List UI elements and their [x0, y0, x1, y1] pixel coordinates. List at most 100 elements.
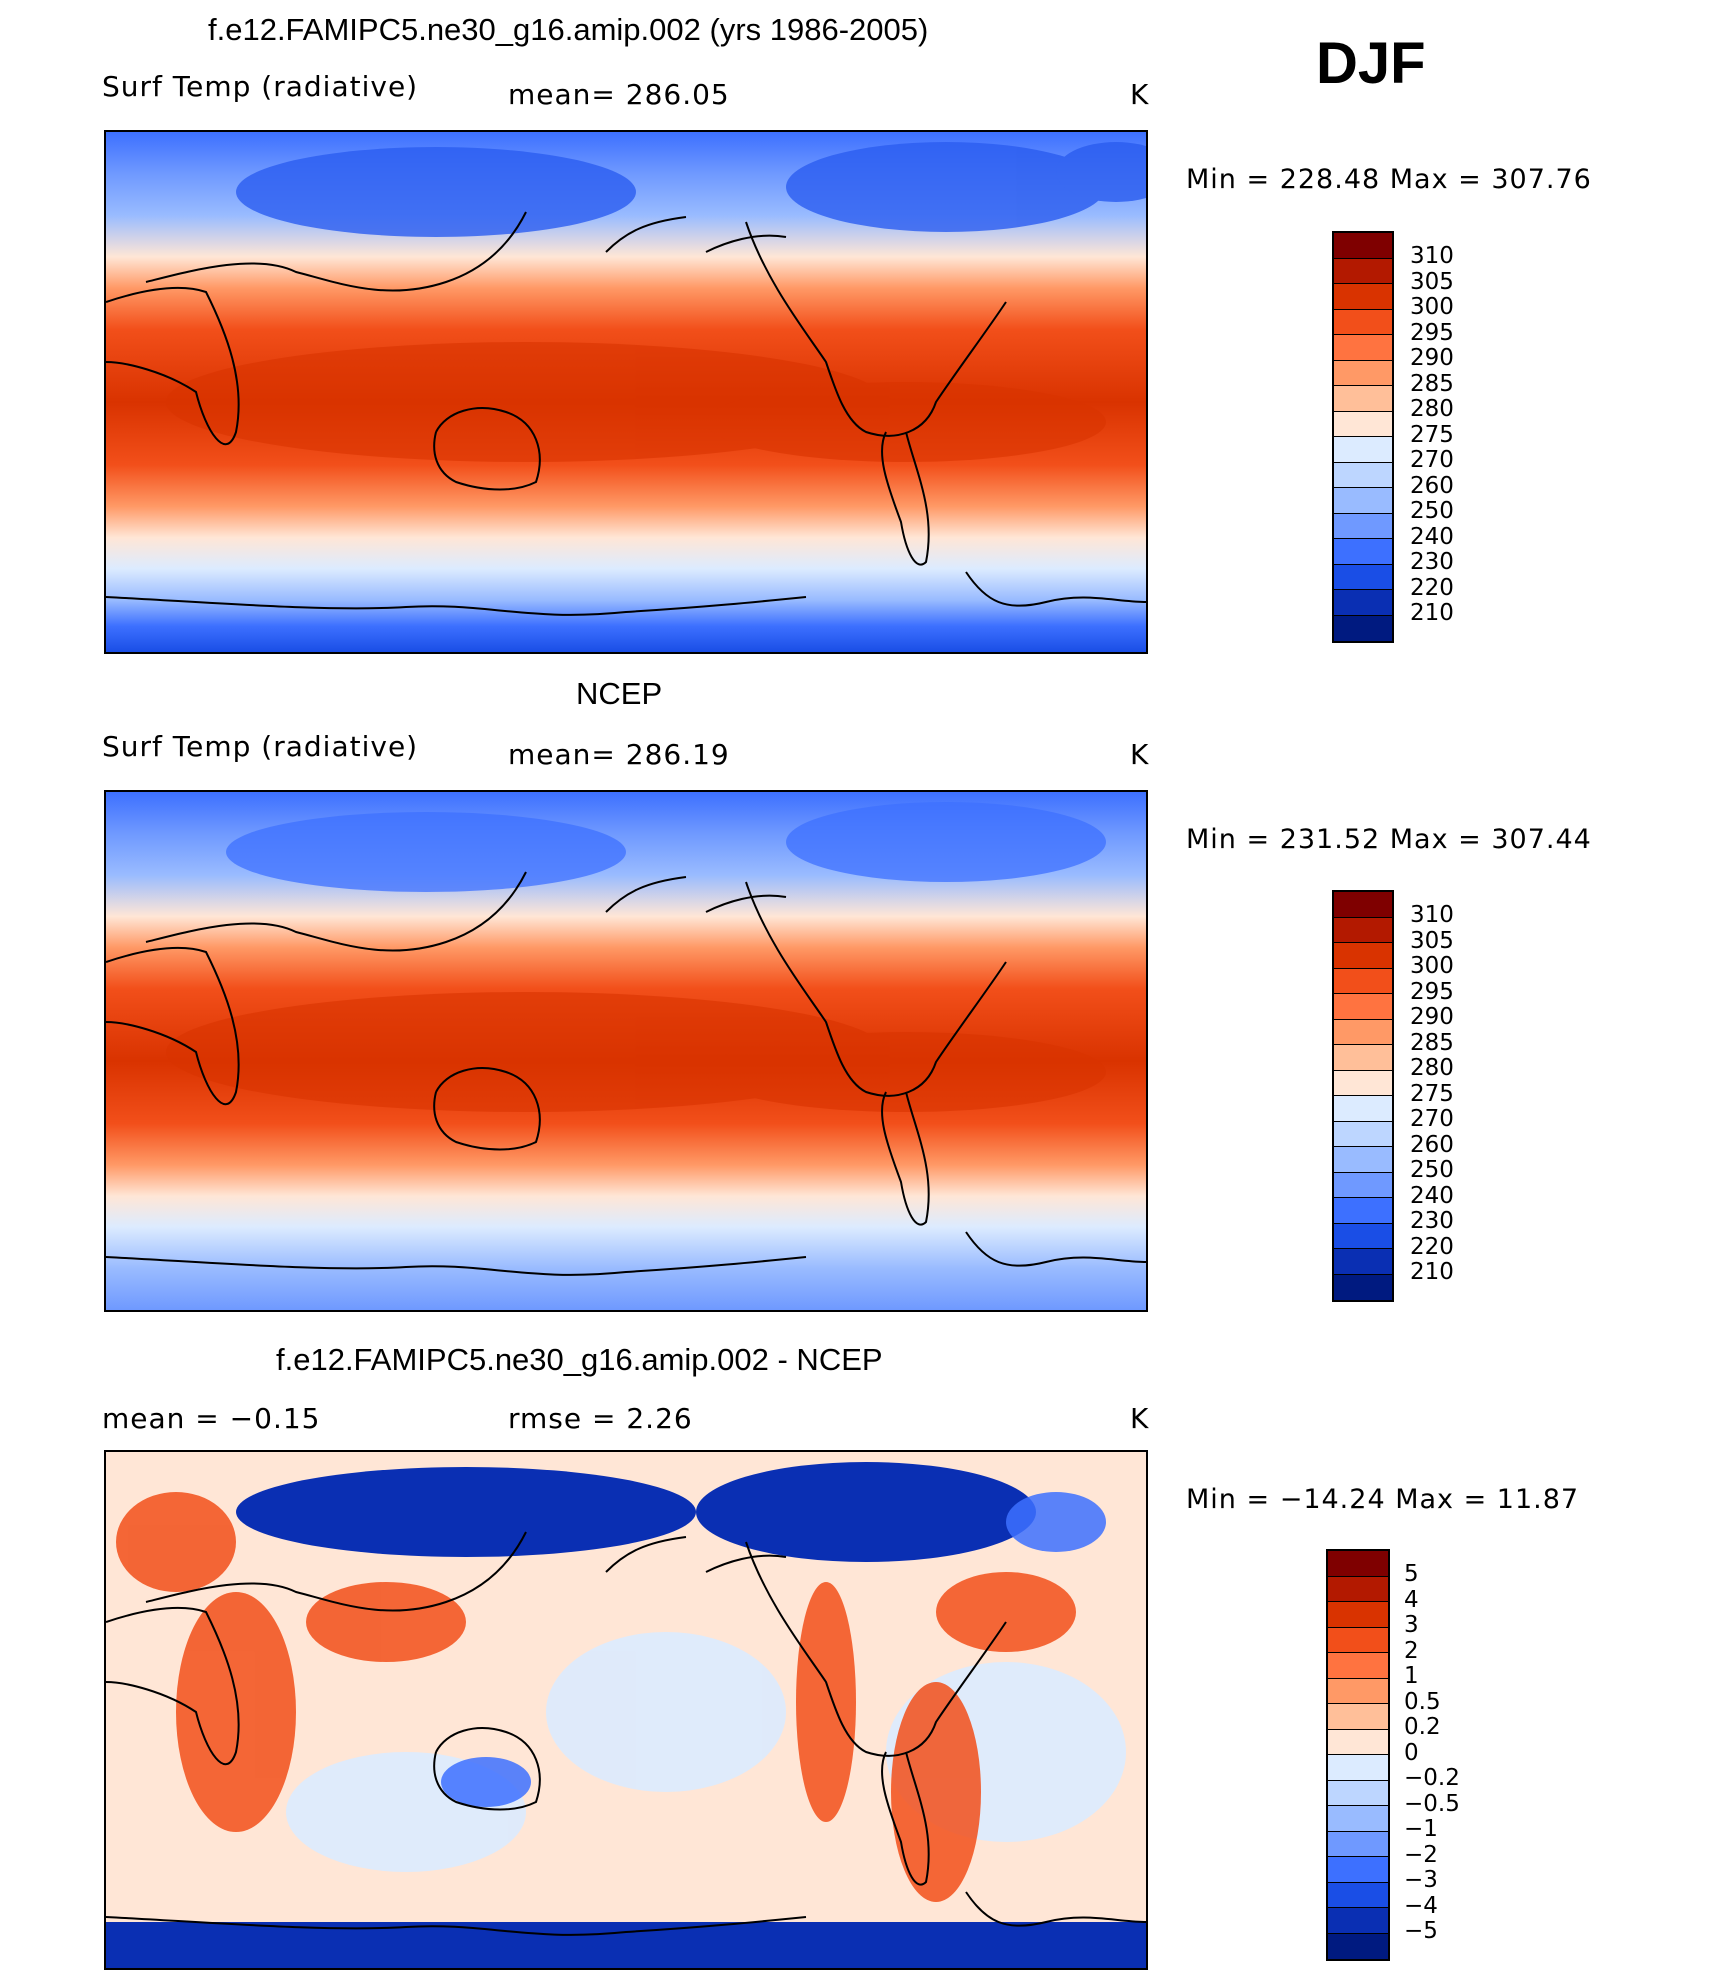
colorbar-segment — [1334, 513, 1392, 539]
colorbar-segment — [1334, 943, 1392, 969]
colorbar-segment — [1334, 892, 1392, 918]
panel3-colorbar-ticks: 5 4 3 2 1 0.5 0.2 0 −0.2 −0.5 −1 −2 −3 −4 −5 — [1404, 1561, 1460, 1945]
colorbar-segment — [1334, 1096, 1392, 1122]
colorbar-segment — [1334, 1147, 1392, 1173]
colorbar-segment — [1334, 564, 1392, 590]
colorbar-segment — [1334, 1172, 1392, 1198]
colorbar-tick-label: 4 — [1404, 1586, 1419, 1613]
colorbar-segment — [1334, 1249, 1392, 1275]
colorbar-tick-label: −0.5 — [1404, 1790, 1460, 1817]
colorbar-tick-label: 1 — [1404, 1663, 1419, 1689]
panel3-map-plot — [106, 1452, 1146, 1968]
colorbar-segment — [1334, 386, 1392, 412]
colorbar-tick-label: 300 — [1410, 953, 1454, 979]
colorbar-tick-label: 220 — [1410, 574, 1454, 601]
panel2-units-label: K — [1130, 738, 1150, 771]
colorbar-tick-label: 260 — [1410, 1131, 1454, 1158]
panel3-map — [104, 1450, 1148, 1970]
panel3-title: f.e12.FAMIPC5.ne30_g16.amip.002 - NCEP — [276, 1342, 883, 1377]
colorbar-segment — [1334, 258, 1392, 284]
colorbar-segment — [1334, 994, 1392, 1020]
colorbar-tick-label: 285 — [1410, 370, 1454, 397]
colorbar-tick-label: 260 — [1410, 472, 1454, 499]
colorbar-segment — [1328, 1678, 1388, 1704]
colorbar-segment — [1334, 968, 1392, 994]
panel3-minmax-label: Min = −14.24 Max = 11.87 — [1186, 1484, 1580, 1515]
colorbar-tick-label: −1 — [1404, 1816, 1438, 1842]
colorbar-segment — [1328, 1933, 1388, 1959]
colorbar-segment — [1328, 1780, 1388, 1806]
colorbar-tick-label: 270 — [1410, 1106, 1454, 1132]
colorbar-segment — [1328, 1755, 1388, 1781]
panel3-rmse-label: rmse = 2.26 — [508, 1402, 693, 1435]
panel1-map — [104, 130, 1148, 654]
colorbar-tick-label: 290 — [1410, 345, 1454, 371]
panel3-units-label: K — [1130, 1402, 1150, 1435]
colorbar-tick-label: 0 — [1404, 1739, 1419, 1766]
panel2-colorbar — [1332, 890, 1394, 1302]
colorbar-tick-label: 240 — [1410, 523, 1454, 550]
colorbar-tick-label: −4 — [1404, 1892, 1438, 1919]
colorbar-segment — [1334, 539, 1392, 565]
panel2-minmax-label: Min = 231.52 Max = 307.44 — [1186, 824, 1592, 855]
panel1-variable-label: Surf Temp (radiative) — [102, 70, 419, 103]
colorbar-tick-label: −3 — [1404, 1867, 1438, 1893]
panel1-units-label: K — [1130, 78, 1150, 111]
colorbar-segment — [1334, 590, 1392, 616]
colorbar-tick-label: 300 — [1410, 294, 1454, 320]
panel1-minmax-label: Min = 228.48 Max = 307.76 — [1186, 164, 1592, 195]
season-label: DJF — [1316, 31, 1426, 96]
colorbar-tick-label: 210 — [1410, 600, 1454, 626]
colorbar-tick-label: 230 — [1410, 549, 1454, 575]
colorbar-tick-label: 2 — [1404, 1637, 1419, 1664]
colorbar-tick-label: 305 — [1410, 268, 1454, 295]
colorbar-segment — [1334, 1223, 1392, 1249]
colorbar-segment — [1328, 1653, 1388, 1679]
panel1-colorbar-ticks: 310 305 300 295 290 285 280 275 270 260 250 240 230 2… — [1410, 243, 1454, 627]
colorbar-tick-label: 285 — [1410, 1029, 1454, 1056]
colorbar-tick-label: 210 — [1410, 1259, 1454, 1285]
panel1-title: f.e12.FAMIPC5.ne30_g16.amip.002 (yrs 198… — [208, 12, 929, 47]
colorbar-segment — [1334, 233, 1392, 259]
panel1-map-plot — [106, 132, 1146, 652]
colorbar-segment — [1328, 1857, 1388, 1883]
colorbar-tick-label: 275 — [1410, 1080, 1454, 1107]
panel1-mean-label: mean= 286.05 — [508, 78, 730, 111]
colorbar-segment — [1328, 1602, 1388, 1628]
colorbar-tick-label: 250 — [1410, 498, 1454, 524]
colorbar-tick-label: 230 — [1410, 1208, 1454, 1234]
colorbar-tick-label: 5 — [1404, 1561, 1419, 1587]
colorbar-segment — [1328, 1576, 1388, 1602]
colorbar-tick-label: 275 — [1410, 421, 1454, 448]
colorbar-segment — [1334, 437, 1392, 463]
colorbar-segment — [1334, 411, 1392, 437]
panel2-mean-label: mean= 286.19 — [508, 738, 730, 771]
colorbar-segment — [1328, 1831, 1388, 1857]
panel2-colorbar-ticks: 310 305 300 295 290 285 280 275 270 260 250 240 230 2… — [1410, 902, 1454, 1286]
panel2-variable-label: Surf Temp (radiative) — [102, 730, 419, 763]
colorbar-tick-label: −5 — [1404, 1918, 1438, 1944]
panel3-mean-label: mean = −0.15 — [102, 1402, 321, 1435]
colorbar-segment — [1334, 1198, 1392, 1224]
colorbar-segment — [1328, 1882, 1388, 1908]
colorbar-tick-label: 0.2 — [1404, 1714, 1441, 1740]
colorbar-tick-label: −2 — [1404, 1841, 1438, 1868]
colorbar-segment — [1334, 360, 1392, 386]
colorbar-segment — [1334, 309, 1392, 335]
panel3-colorbar — [1326, 1549, 1390, 1961]
colorbar-segment — [1334, 488, 1392, 514]
colorbar-segment — [1328, 1729, 1388, 1755]
colorbar-tick-label: 0.5 — [1404, 1688, 1441, 1715]
colorbar-tick-label: 310 — [1410, 902, 1454, 928]
colorbar-segment — [1328, 1908, 1388, 1934]
colorbar-segment — [1334, 1019, 1392, 1045]
colorbar-tick-label: 240 — [1410, 1182, 1454, 1209]
colorbar-tick-label: 280 — [1410, 396, 1454, 422]
colorbar-segment — [1334, 1121, 1392, 1147]
colorbar-segment — [1334, 917, 1392, 943]
colorbar-tick-label: 250 — [1410, 1157, 1454, 1183]
colorbar-tick-label: 220 — [1410, 1233, 1454, 1260]
colorbar-segment — [1328, 1627, 1388, 1653]
colorbar-tick-label: 280 — [1410, 1055, 1454, 1081]
colorbar-tick-label: 270 — [1410, 447, 1454, 473]
